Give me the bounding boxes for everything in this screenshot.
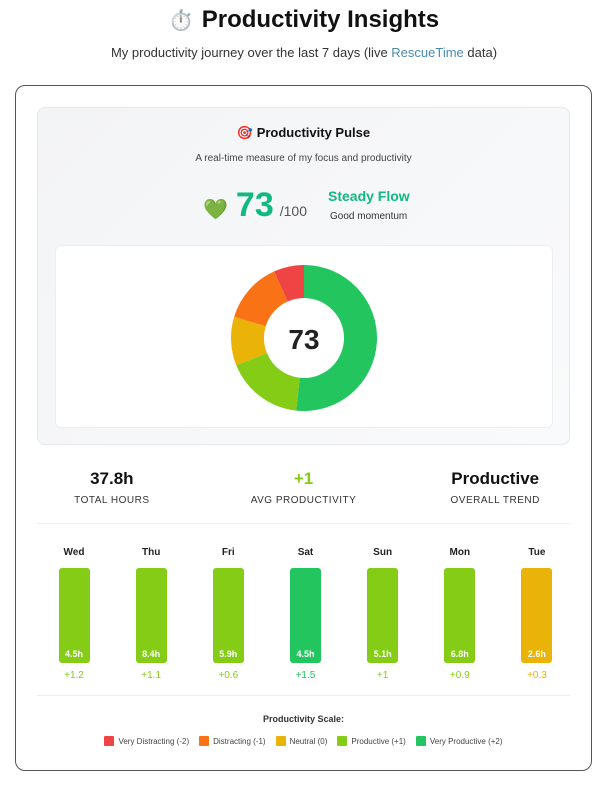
day-bar: 6.8h bbox=[444, 568, 476, 663]
legend-item: Distracting (-1) bbox=[199, 736, 266, 746]
subtitle: My productivity journey over the last 7 … bbox=[0, 45, 608, 60]
day-column: Sat 4.5h +1.5 bbox=[280, 547, 330, 681]
subtitle-text: My productivity journey over the last 7 … bbox=[110, 45, 392, 60]
day-column: Wed 4.5h +1.2 bbox=[49, 547, 99, 681]
donut-segment-distracting bbox=[234, 271, 288, 327]
donut-segment-very-distracting bbox=[274, 265, 304, 302]
pulse-description: A real-time measure of my focus and prod… bbox=[195, 153, 412, 164]
pulse-level-sub: Good momentum bbox=[330, 211, 408, 222]
stat-value: 37.8h bbox=[90, 469, 134, 488]
day-hours: 4.5h bbox=[64, 649, 83, 659]
stat-value: Productive bbox=[451, 469, 540, 488]
page-title: ⏱️ Productivity Insights bbox=[0, 6, 608, 34]
day-bar: 4.5h bbox=[58, 568, 90, 663]
legend-item: Productive (+1) bbox=[337, 736, 406, 746]
day-hours: 2.6h bbox=[527, 649, 546, 659]
score-max: /100 bbox=[279, 203, 307, 219]
daily-breakdown: Wed 4.5h +1.2 Thu 8.4h +1.1 Fri 5.9h +0.6 Sat 4.5h… bbox=[49, 547, 562, 681]
stat-avg-productivity: +1 AVG PRODUCTIVITY bbox=[208, 469, 400, 506]
donut-segment-very-productive bbox=[296, 265, 377, 411]
green-heart-icon: 💚 bbox=[203, 199, 228, 221]
divider bbox=[37, 523, 570, 524]
pulse-title-text: Productivity Pulse bbox=[256, 125, 371, 140]
legend-swatch bbox=[415, 736, 426, 746]
donut-chart: 73 bbox=[55, 245, 553, 428]
day-hours: 8.4h bbox=[142, 649, 161, 659]
pulse-title: 🎯 Productivity Pulse bbox=[38, 125, 569, 141]
scale-title: Productivity Scale: bbox=[262, 714, 345, 724]
divider bbox=[37, 695, 570, 696]
day-name: Sat bbox=[297, 547, 314, 558]
stopwatch-icon: ⏱️ bbox=[168, 10, 194, 32]
day-hours: 4.5h bbox=[296, 649, 315, 659]
title-text: Productivity Insights bbox=[201, 6, 440, 33]
day-bar: 5.9h bbox=[212, 568, 244, 663]
legend-label: Very Productive (+2) bbox=[429, 736, 503, 746]
day-bar: 5.1h bbox=[367, 568, 399, 663]
stat-label: TOTAL HOURS bbox=[74, 495, 150, 506]
subtitle-text-end: data) bbox=[463, 45, 498, 60]
stat-value: +1 bbox=[293, 469, 314, 488]
legend-swatch bbox=[275, 736, 286, 746]
stat-label: AVG PRODUCTIVITY bbox=[250, 495, 357, 506]
day-name: Sun bbox=[373, 547, 393, 558]
score-value: 73 bbox=[235, 186, 274, 224]
day-score: +0.6 bbox=[218, 670, 239, 681]
stat-overall-trend: Productive OVERALL TREND bbox=[399, 469, 591, 506]
legend-label: Productive (+1) bbox=[351, 736, 406, 746]
legend-swatch bbox=[337, 736, 348, 746]
donut-segment-productive bbox=[236, 352, 300, 411]
legend-item: Very Productive (+2) bbox=[415, 736, 503, 746]
rescuetime-link[interactable]: RescueTime bbox=[391, 45, 464, 60]
scale-legend: Very Distracting (-2) Distracting (-1) Neu… bbox=[16, 736, 591, 746]
day-score: +1.1 bbox=[141, 670, 162, 681]
legend-label: Very Distracting (-2) bbox=[118, 736, 190, 746]
day-hours: 5.1h bbox=[373, 649, 392, 659]
day-score: +0.9 bbox=[449, 670, 470, 681]
day-column: Mon 6.8h +0.9 bbox=[435, 547, 485, 681]
legend-swatch bbox=[199, 736, 210, 746]
stat-label: OVERALL TREND bbox=[450, 495, 540, 506]
day-score: +1.2 bbox=[64, 670, 84, 681]
day-name: Mon bbox=[449, 547, 471, 558]
legend-label: Neutral (0) bbox=[289, 736, 328, 746]
day-column: Fri 5.9h +0.6 bbox=[203, 547, 253, 681]
productivity-pulse: 🎯 Productivity Pulse A real-time measure… bbox=[37, 107, 570, 445]
donut-svg: 73 bbox=[231, 265, 377, 411]
legend-swatch bbox=[104, 736, 115, 746]
donut-segment-neutral bbox=[231, 316, 267, 366]
day-name: Tue bbox=[528, 547, 546, 558]
day-hours: 5.9h bbox=[219, 649, 238, 659]
day-score: +1.5 bbox=[295, 670, 316, 681]
day-bar: 8.4h bbox=[135, 568, 167, 663]
legend-item: Neutral (0) bbox=[275, 736, 328, 746]
insights-card: 🎯 Productivity Pulse A real-time measure… bbox=[15, 85, 592, 771]
day-name: Fri bbox=[221, 547, 235, 558]
day-column: Sun 5.1h +1 bbox=[358, 547, 408, 681]
day-score: +1 bbox=[376, 670, 389, 681]
day-hours: 6.8h bbox=[450, 649, 469, 659]
day-name: Thu bbox=[141, 547, 161, 558]
stat-total-hours: 37.8h TOTAL HOURS bbox=[16, 469, 208, 506]
day-score: +0.3 bbox=[527, 670, 547, 681]
day-column: Tue 2.6h +0.3 bbox=[512, 547, 562, 681]
donut-center-value: 73 bbox=[288, 324, 319, 355]
target-icon: 🎯 bbox=[236, 125, 254, 140]
legend-label: Distracting (-1) bbox=[213, 736, 266, 746]
legend-item: Very Distracting (-2) bbox=[104, 736, 189, 746]
day-name: Wed bbox=[63, 547, 85, 558]
day-bar: 4.5h bbox=[289, 568, 321, 663]
pulse-level: Steady Flow bbox=[328, 188, 410, 204]
day-bar: 2.6h bbox=[521, 568, 553, 663]
day-column: Thu 8.4h +1.1 bbox=[126, 547, 176, 681]
pulse-score: 💚 73 /100 bbox=[203, 186, 307, 225]
summary-stats: 37.8h TOTAL HOURS +1 AVG PRODUCTIVITY Prod… bbox=[16, 469, 591, 506]
